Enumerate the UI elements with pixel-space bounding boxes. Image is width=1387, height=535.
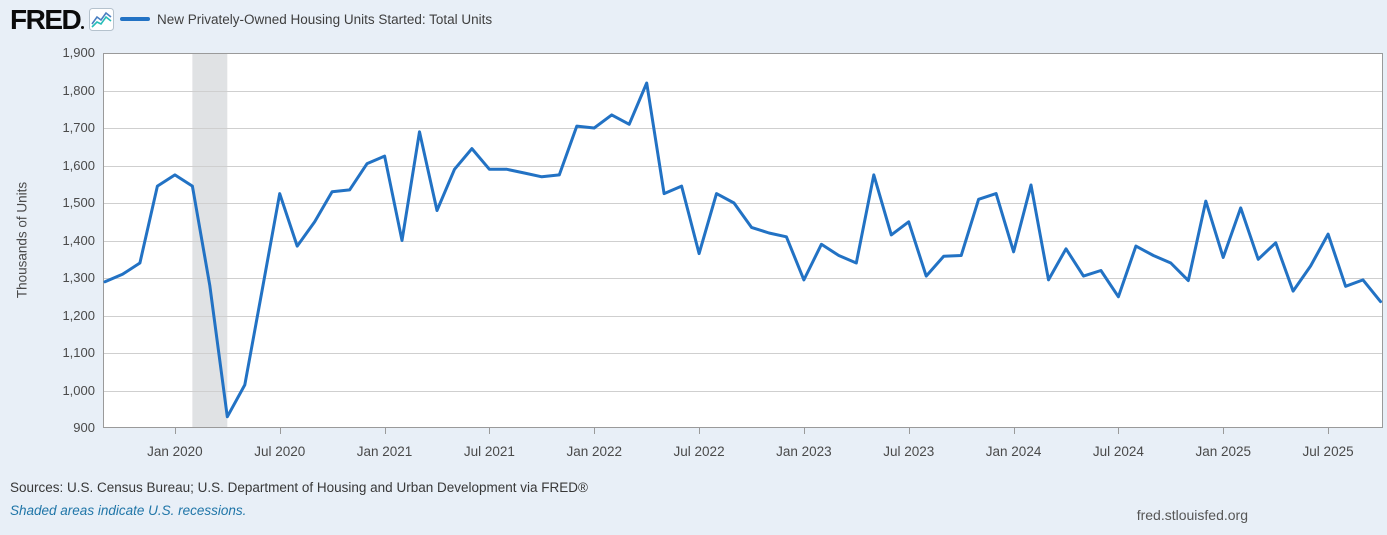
y-axis-tick-label: 1,100 bbox=[62, 345, 95, 360]
x-axis-tick-label: Jan 2021 bbox=[356, 444, 413, 459]
y-axis-tick-label: 1,300 bbox=[62, 270, 95, 285]
sources-text: Sources: U.S. Census Bureau; U.S. Depart… bbox=[10, 480, 588, 495]
fred-logo-text: FRED bbox=[10, 4, 82, 35]
y-axis-tick-label: 1,400 bbox=[62, 232, 95, 248]
x-axis-tick-label: Jul 2025 bbox=[1302, 444, 1354, 459]
y-axis-tick-label: 1,500 bbox=[62, 195, 95, 210]
y-axis-tick-label: 900 bbox=[73, 420, 95, 435]
y-axis-tick-label: 1,200 bbox=[62, 307, 95, 323]
y-axis-tick-label: 1,700 bbox=[62, 120, 95, 135]
legend-line-swatch bbox=[120, 17, 150, 21]
x-axis-tick-label: Jan 2025 bbox=[1195, 444, 1252, 459]
fred-site-link[interactable]: fred.stlouisfed.org bbox=[1136, 507, 1248, 523]
x-axis-tick-label: Jul 2024 bbox=[1092, 444, 1144, 459]
y-axis-tick-label: 1,900 bbox=[62, 45, 95, 60]
legend-series-label[interactable]: New Privately-Owned Housing Units Starte… bbox=[157, 12, 493, 27]
recession-note-link[interactable]: Shaded areas indicate U.S. recessions. bbox=[10, 503, 247, 518]
x-axis-tick-label: Jul 2023 bbox=[883, 444, 935, 459]
fred-logo-chart-icon bbox=[89, 8, 114, 31]
x-axis-tick-label: Jul 2022 bbox=[673, 444, 725, 459]
y-axis-tick-label: 1,000 bbox=[62, 382, 95, 398]
fred-logo[interactable]: FRED bbox=[10, 4, 85, 36]
plot-area[interactable] bbox=[103, 53, 1383, 434]
x-axis-tick-label: Jan 2020 bbox=[147, 444, 203, 459]
y-axis-tick-label: 1,600 bbox=[62, 157, 95, 173]
x-axis-tick-label: Jul 2020 bbox=[254, 444, 306, 459]
series-line bbox=[103, 81, 1382, 419]
x-axis-tick-label: Jul 2021 bbox=[463, 444, 515, 459]
x-axis-tick-label: Jan 2023 bbox=[776, 444, 832, 459]
logo-trademark-dot bbox=[81, 26, 85, 29]
y-axis-tick-label: 1,800 bbox=[62, 82, 95, 98]
x-axis-tick-label: Jan 2024 bbox=[985, 444, 1042, 459]
x-axis-tick-label: Jan 2022 bbox=[566, 444, 622, 459]
